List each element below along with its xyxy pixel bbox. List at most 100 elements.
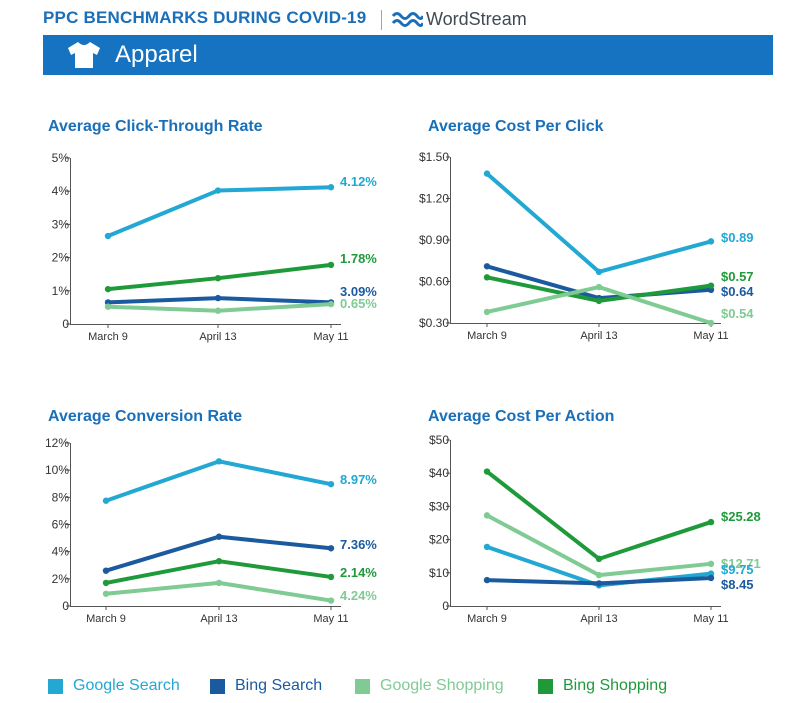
data-point (595, 297, 603, 305)
chart-title: Average Conversion Rate (48, 408, 242, 425)
y-tick-label: 1% (52, 284, 70, 298)
data-point (707, 319, 715, 327)
x-tick-label: March 9 (467, 330, 507, 342)
x-tick-label: May 11 (693, 330, 728, 342)
data-point (483, 512, 491, 519)
series-line (485, 513, 713, 578)
data-point (327, 184, 335, 191)
series-google-shopping: 4.24% (102, 579, 377, 604)
legend-swatch (210, 678, 225, 694)
x-tick-label: April 13 (199, 331, 236, 343)
series-bing-shopping: 2.14% (102, 557, 377, 587)
y-tick-label: $40 (429, 466, 449, 480)
data-point (595, 283, 603, 291)
y-tick-label: $30 (429, 499, 449, 513)
end-label: 4.24% (340, 588, 377, 603)
x-tick-label: May 11 (693, 613, 728, 625)
page-title: PPC BENCHMARKS DURING COVID-19 (43, 8, 367, 27)
data-point (102, 567, 110, 574)
y-tick-label: $50 (429, 433, 449, 447)
y-tick-label: $0.30 (419, 316, 449, 330)
legend-item-bing-search: Bing Search (210, 677, 322, 695)
y-tick-label: 2% (52, 251, 70, 265)
y-tick-label: 5% (52, 151, 70, 165)
data-point (707, 560, 715, 568)
y-tick-label: $20 (429, 533, 449, 547)
end-label: $0.64 (721, 284, 754, 299)
y-tick-label: 10% (45, 463, 69, 477)
data-point (707, 518, 715, 526)
end-label: 4.12% (340, 174, 377, 189)
category-title: Apparel (115, 41, 198, 68)
tshirt-icon (68, 42, 100, 68)
title-divider (381, 10, 382, 30)
x-tick-label: March 9 (467, 613, 507, 625)
data-point (327, 480, 335, 488)
y-tick-label: $1.20 (419, 192, 449, 206)
data-point (595, 268, 603, 276)
end-label: $8.45 (721, 577, 754, 592)
chart-title: Average Cost Per Click (428, 118, 604, 135)
brand-name: WordStream (426, 8, 527, 29)
data-point (102, 579, 110, 587)
data-point (595, 571, 603, 579)
data-point (104, 232, 112, 240)
data-point (214, 307, 222, 314)
series-google-search: 8.97% (102, 458, 377, 504)
y-tick-label: 2% (52, 572, 70, 586)
legend-item-google-shopping: Google Shopping (355, 677, 504, 695)
data-point (104, 285, 112, 293)
x-tick-label: March 9 (88, 331, 128, 343)
y-tick-label: 8% (52, 490, 70, 504)
y-tick-label: $1.50 (419, 150, 449, 164)
end-label: 2.14% (340, 565, 377, 580)
data-point (483, 263, 491, 270)
y-tick-label: 0 (442, 599, 449, 613)
data-point (215, 579, 223, 587)
x-tick-label: April 13 (580, 330, 617, 342)
chart-title: Average Cost Per Action (428, 408, 614, 425)
y-tick-label: 0 (62, 317, 69, 331)
legend-swatch (538, 678, 553, 694)
legend-swatch (355, 678, 370, 694)
data-point (327, 545, 335, 552)
legend-item-bing-shopping: Bing Shopping (538, 677, 667, 695)
series-bing-shopping: $25.28 (483, 468, 761, 563)
data-point (707, 574, 715, 582)
end-label: $9.75 (721, 562, 754, 577)
data-point (215, 557, 223, 565)
legend-label: Google Shopping (380, 677, 504, 694)
end-label: $0.57 (721, 269, 754, 284)
end-label: 3.09% (340, 284, 377, 299)
wave-logo-icon (391, 12, 423, 27)
x-tick-label: April 13 (200, 613, 237, 625)
x-tick-label: May 11 (313, 613, 348, 625)
end-label: $25.28 (721, 509, 761, 524)
legend-swatch (48, 678, 63, 694)
data-point (707, 238, 715, 245)
end-label: 1.78% (340, 251, 377, 266)
chart-title: Average Click-Through Rate (48, 118, 263, 135)
data-point (327, 261, 335, 269)
series-bing-shopping: $0.57 (483, 269, 754, 305)
end-label: 7.36% (340, 537, 377, 552)
end-label: 8.97% (340, 472, 377, 487)
y-tick-label: 12% (45, 436, 69, 450)
legend-label: Bing Shopping (563, 677, 668, 694)
legend-item-google-search: Google Search (48, 677, 180, 695)
y-tick-label: 4% (52, 545, 70, 559)
y-tick-label: 0 (62, 599, 69, 613)
data-point (327, 597, 335, 604)
series-bing-search: 7.36% (102, 533, 377, 574)
y-tick-label: $0.90 (419, 233, 449, 247)
data-point (327, 300, 335, 308)
series-bing-search: $8.45 (483, 574, 754, 592)
wordstream-brand: WordStream (391, 8, 527, 30)
data-point (215, 458, 223, 465)
series-google-shopping: $12.71 (483, 512, 761, 579)
data-point (214, 274, 222, 282)
